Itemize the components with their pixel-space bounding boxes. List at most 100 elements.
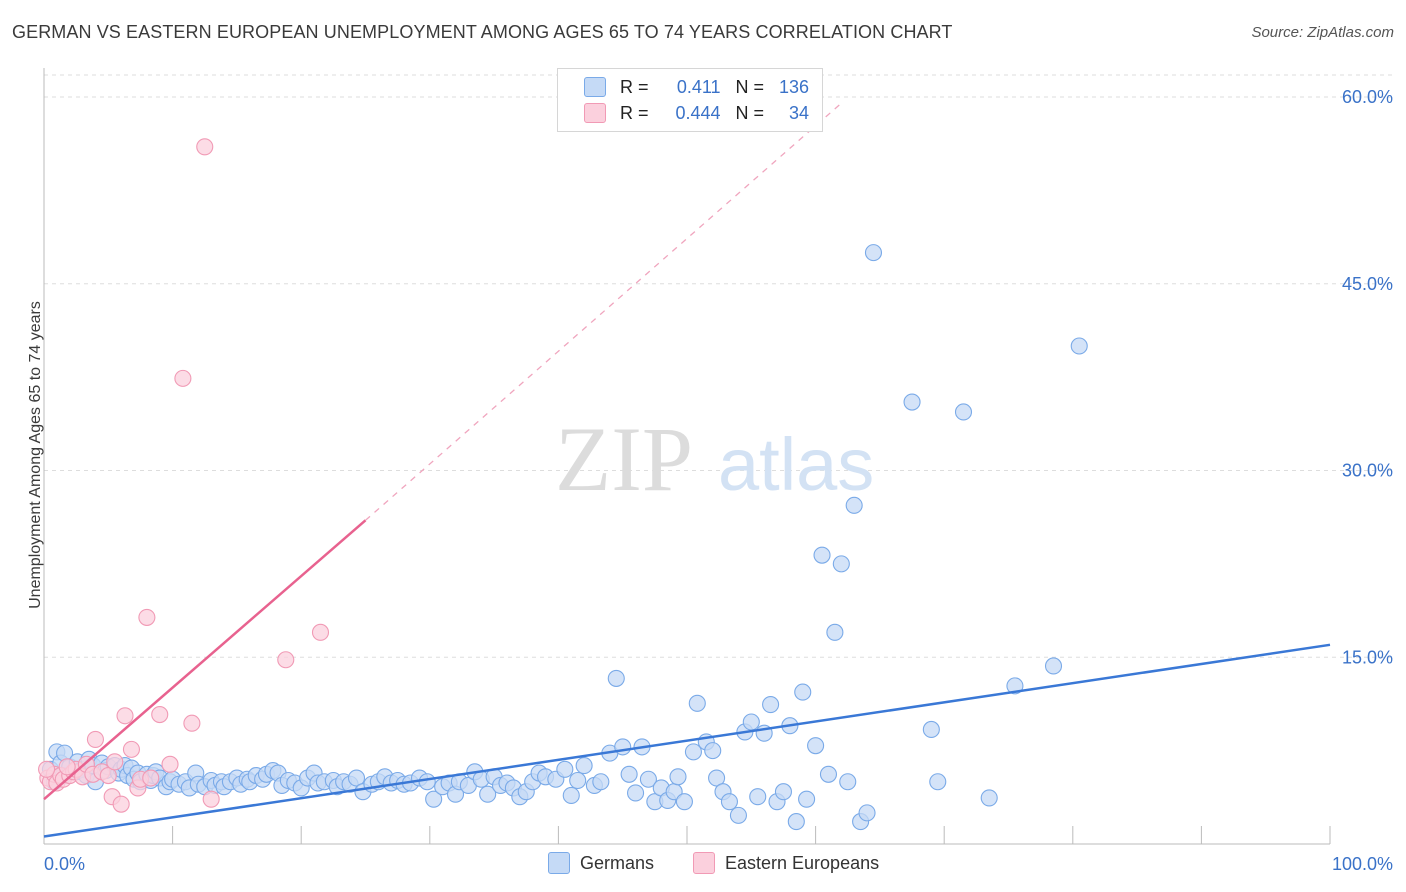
point-eastern-europeans	[116, 707, 134, 725]
point-germans	[675, 793, 693, 811]
legend-row-eastern-europeans: R = 0.444 N = 34	[584, 100, 809, 126]
point-germans	[903, 393, 921, 411]
bottom-legend-eastern-europeans: Eastern Europeans	[693, 852, 879, 874]
point-eastern-europeans	[174, 369, 192, 387]
trend-extension-eastern-europeans	[365, 102, 842, 521]
legend-r-value: 0.444	[675, 102, 721, 123]
point-germans	[1006, 677, 1024, 695]
legend-swatch-germans	[584, 77, 606, 97]
point-eastern-europeans	[99, 766, 117, 785]
legend-n-label: N =	[735, 102, 765, 123]
point-germans	[720, 793, 738, 811]
point-germans	[575, 757, 593, 775]
point-germans	[845, 496, 863, 514]
point-germans	[708, 769, 726, 787]
point-germans	[418, 773, 436, 791]
trend-lines	[43, 102, 1331, 838]
point-eastern-europeans	[277, 651, 295, 669]
point-germans	[556, 760, 574, 778]
point-germans	[425, 790, 443, 808]
point-germans	[1070, 337, 1088, 355]
x-tick-label-min: 0.0%	[44, 854, 85, 874]
legend-r-value: 0.411	[676, 76, 721, 97]
point-eastern-europeans	[106, 753, 124, 771]
trend-line-germans	[43, 643, 1331, 838]
point-eastern-europeans	[142, 769, 160, 787]
point-germans	[762, 696, 780, 714]
bottom-legend-label-eastern-europeans: Eastern Europeans	[725, 852, 880, 873]
legend-n-value: 136	[779, 76, 810, 97]
point-eastern-europeans	[86, 730, 104, 748]
point-germans	[620, 765, 638, 783]
x-tick-label-max: 100.0%	[1332, 854, 1393, 874]
point-eastern-europeans	[151, 705, 169, 724]
point-eastern-europeans	[161, 755, 179, 773]
point-germans	[614, 738, 632, 756]
bottom-legend-swatch-germans	[548, 852, 570, 874]
legend-n-label: N =	[735, 76, 765, 97]
point-eastern-europeans	[58, 758, 76, 776]
bottom-legend-germans: Germans	[548, 852, 654, 874]
bottom-legend-label-germans: Germans	[580, 852, 655, 873]
point-germans	[839, 773, 857, 791]
legend-r-label: R =	[620, 102, 649, 123]
point-germans	[787, 813, 805, 831]
point-germans	[813, 546, 831, 564]
tick-labels: 15.0% 30.0% 45.0% 60.0% 0.0% 100.0%	[44, 87, 1393, 874]
point-germans	[794, 683, 812, 701]
y-tick-label: 60.0%	[1342, 87, 1393, 107]
point-germans	[954, 403, 973, 421]
point-eastern-europeans	[122, 740, 140, 758]
axes	[43, 68, 1331, 845]
legend-row-germans: R = 0.411 N = 136	[584, 74, 809, 100]
point-eastern-europeans	[112, 795, 130, 813]
point-germans	[704, 742, 722, 760]
grid-lines	[44, 74, 1392, 658]
point-germans	[807, 737, 825, 755]
point-germans	[592, 773, 610, 791]
bottom-legend-swatch-eastern-europeans	[693, 852, 715, 874]
point-germans	[639, 770, 657, 788]
point-eastern-europeans	[196, 138, 214, 156]
point-germans	[669, 768, 687, 786]
point-eastern-europeans	[311, 623, 330, 641]
trend-line-eastern-europeans	[43, 519, 367, 801]
point-germans	[1044, 657, 1063, 675]
point-eastern-europeans	[202, 790, 220, 808]
point-eastern-europeans	[38, 760, 56, 778]
watermark: ZIP atlas	[555, 408, 874, 510]
chart-source: Source: ZipAtlas.com	[1251, 24, 1394, 41]
point-germans	[562, 786, 580, 804]
point-germans	[347, 769, 366, 787]
chart-title: GERMAN VS EASTERN EUROPEAN UNEMPLOYMENT …	[12, 22, 953, 42]
point-germans	[929, 773, 947, 791]
point-germans	[826, 623, 844, 641]
y-tick-label: 30.0%	[1342, 461, 1393, 481]
point-germans	[627, 784, 645, 802]
y-tick-label: 45.0%	[1342, 274, 1393, 294]
legend-r-label: R =	[620, 76, 649, 97]
point-germans	[729, 806, 747, 824]
point-germans	[607, 669, 625, 687]
point-germans	[819, 765, 838, 783]
legend-n-value: 34	[789, 102, 810, 123]
point-germans	[832, 555, 850, 573]
watermark-zip: ZIP	[555, 408, 693, 510]
point-germans	[922, 720, 940, 739]
point-germans	[479, 785, 497, 803]
watermark-atlas: atlas	[718, 423, 874, 506]
point-germans	[798, 790, 816, 808]
legend-swatch-eastern-europeans	[584, 103, 606, 123]
point-germans	[774, 783, 793, 801]
correlation-legend: R = 0.411 N = 136 R = 0.444 N = 34	[557, 68, 823, 132]
data-points	[38, 138, 1088, 831]
point-eastern-europeans	[138, 608, 156, 626]
point-germans	[864, 244, 883, 262]
point-germans	[858, 804, 876, 822]
point-germans	[688, 694, 706, 712]
point-germans	[684, 743, 702, 761]
point-germans	[749, 788, 767, 806]
point-germans	[569, 771, 587, 790]
point-eastern-europeans	[183, 714, 201, 732]
